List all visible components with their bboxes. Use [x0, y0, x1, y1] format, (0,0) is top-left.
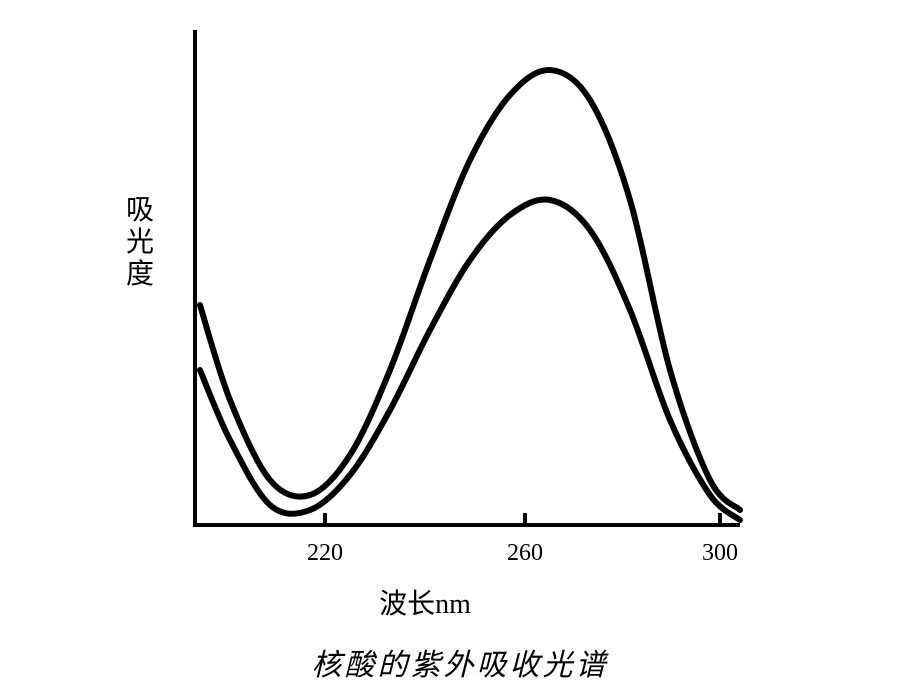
chart-caption: 核酸的紫外吸收光谱 [312, 640, 609, 684]
curve-lower [200, 200, 740, 520]
x-axis-label: 波长nm [379, 582, 471, 622]
curves [200, 70, 740, 520]
curve-upper [200, 70, 740, 510]
x-tick-label: 300 [702, 540, 738, 567]
y-axis-label: 吸 光 度 [125, 195, 155, 292]
y-axis-label-char: 度 [125, 259, 155, 291]
x-tick-label: 260 [507, 540, 543, 567]
y-axis-label-char: 吸 [125, 195, 155, 227]
y-axis-label-char: 光 [125, 227, 155, 259]
axes [195, 30, 740, 525]
chart-container: 吸 光 度 220 260 300 波长nm 核酸的紫外吸收光谱 [0, 0, 920, 690]
x-tick-label: 220 [307, 540, 343, 567]
